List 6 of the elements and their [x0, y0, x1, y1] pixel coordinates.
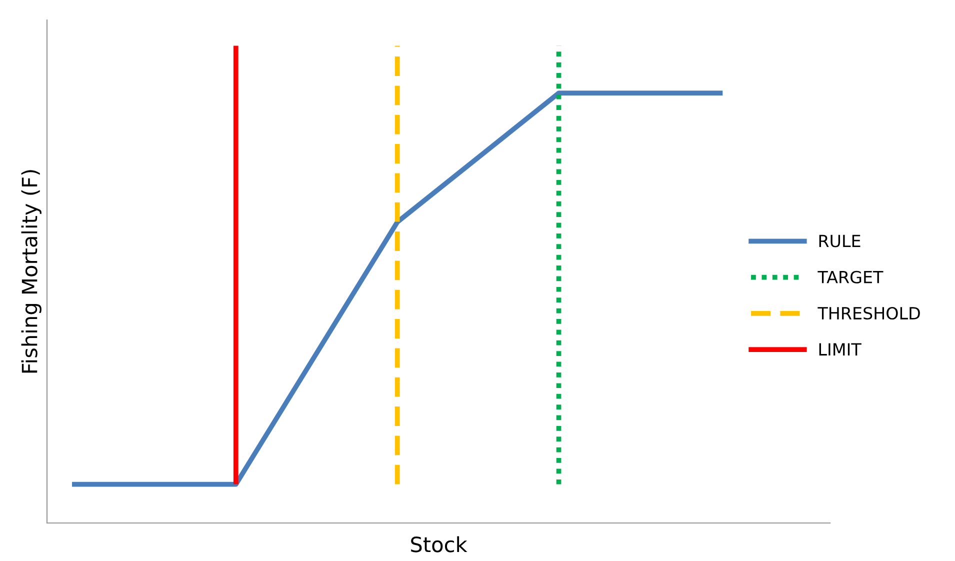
text: LIMIT — [819, 343, 862, 356]
legend-label: RULE — [819, 234, 860, 248]
y-axis-title: Fishing Mortality (F) — [21, 170, 42, 373]
text: THRESHOLD — [818, 306, 920, 320]
x-axis-title: Stock — [411, 536, 468, 552]
text: TARGET — [818, 270, 884, 284]
